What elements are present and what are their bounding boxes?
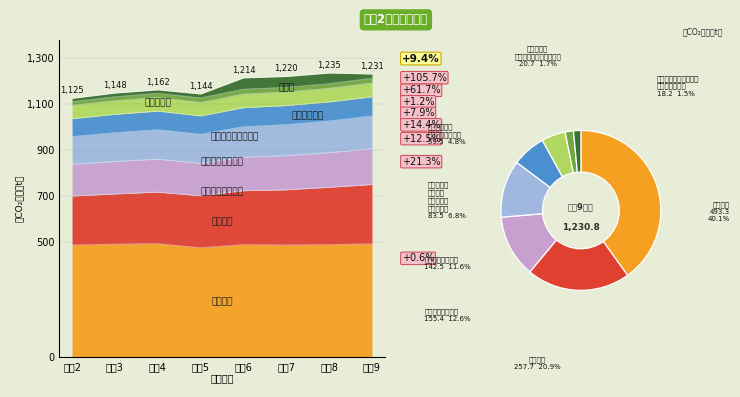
Text: 1,214: 1,214 [232,66,255,75]
Wedge shape [565,131,577,173]
Text: エネルギー転換部門: エネルギー転換部門 [211,132,259,141]
Text: 民生（家庭）部門
155.4  12.6%: 民生（家庭）部門 155.4 12.6% [425,308,471,322]
Text: +14.4%: +14.4% [402,120,440,130]
Text: 民生（家庭）部門: 民生（家庭）部門 [201,187,243,196]
Text: +105.7%: +105.7% [402,73,447,83]
Text: 1,235: 1,235 [317,61,341,70]
Wedge shape [501,162,550,217]
Wedge shape [530,240,628,290]
Text: 1,148: 1,148 [103,81,127,90]
Text: 1,125: 1,125 [60,86,84,95]
Wedge shape [581,131,661,275]
Text: 1,231: 1,231 [360,62,384,71]
Text: 廃棄物処理
（プラスチック等焼却）
20.7  1.7%: 廃棄物処理 （プラスチック等焼却） 20.7 1.7% [514,45,561,67]
Text: 1,162: 1,162 [146,78,169,87]
Text: その他: その他 [278,83,295,92]
Text: その他（統計誤差及び
潤滑油等消費）
18.2  1.5%: その他（統計誤差及び 潤滑油等消費） 18.2 1.5% [657,75,699,97]
Text: 運輸部門
257.7  20.9%: 運輸部門 257.7 20.9% [514,357,561,370]
Text: （CO₂－百万t）: （CO₂－百万t） [683,27,723,36]
Text: 運輸部門: 運輸部門 [211,217,233,226]
Y-axis label: （CO₂－百万t）: （CO₂－百万t） [15,175,24,222]
Wedge shape [501,214,556,272]
Text: 工業プロセス: 工業プロセス [292,111,324,120]
Wedge shape [542,132,574,177]
Text: +12.5%: +12.5% [402,134,441,144]
Text: +7.9%: +7.9% [402,108,434,118]
Text: エネルギー
転換部門
（発電所、
製油所等）
83.5  6.8%: エネルギー 転換部門 （発電所、 製油所等） 83.5 6.8% [428,182,465,219]
X-axis label: （年度）: （年度） [210,374,234,384]
Text: +9.4%: +9.4% [402,54,440,64]
Text: 廃棄物処理: 廃棄物処理 [144,98,171,108]
Text: 工業プロセス
（石灰石消費等）
59.5  4.8%: 工業プロセス （石灰石消費等） 59.5 4.8% [428,123,465,145]
Text: +0.6%: +0.6% [402,253,434,263]
Wedge shape [517,141,562,187]
Text: +1.2%: +1.2% [402,97,434,107]
Wedge shape [574,131,581,172]
Text: 平成2年度に比べて: 平成2年度に比べて [364,13,428,26]
Text: 1,220: 1,220 [275,64,298,73]
Text: 産業部門
493.3
40.1%: 産業部門 493.3 40.1% [707,201,730,222]
Text: 平成9年度: 平成9年度 [568,202,593,211]
Text: +21.3%: +21.3% [402,157,440,167]
Text: 1,230.8: 1,230.8 [562,224,600,233]
Text: 1,144: 1,144 [189,82,212,91]
Text: 民生（業務）部門
142.5  11.6%: 民生（業務）部門 142.5 11.6% [425,256,471,270]
Text: +61.7%: +61.7% [402,85,440,95]
Text: 産業部門: 産業部門 [211,298,233,306]
Text: 民生（業務）部門: 民生（業務）部門 [201,157,243,166]
